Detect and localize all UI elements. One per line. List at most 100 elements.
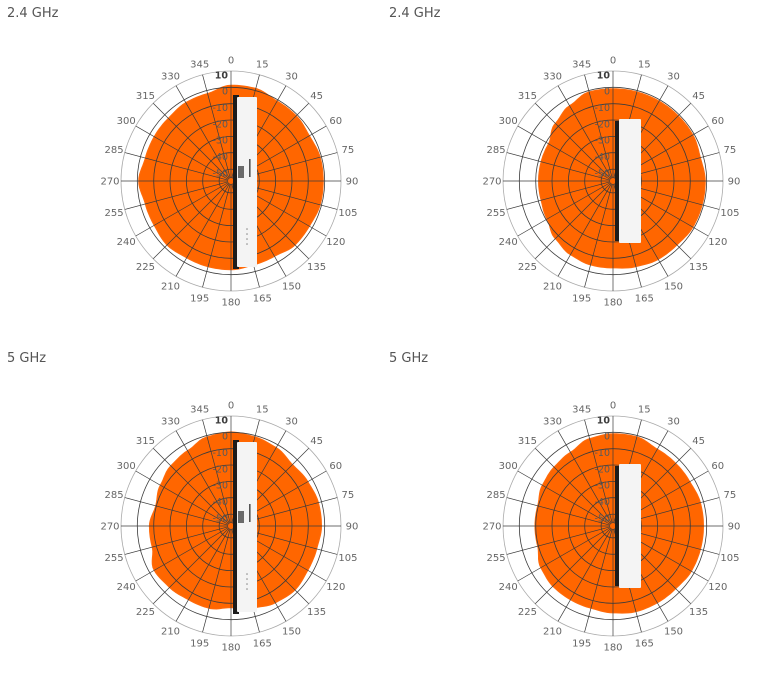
angle-tick-label: 285: [487, 145, 506, 156]
grid-spoke: [135, 182, 229, 237]
grid-spoke: [506, 181, 611, 210]
device-body: [619, 464, 641, 588]
angle-tick-label: 180: [603, 643, 622, 654]
angle-tick-label: 105: [720, 553, 739, 564]
angle-tick-label: 0: [228, 401, 234, 412]
angle-tick-label: 165: [635, 293, 654, 304]
angle-tick-label: 45: [310, 91, 323, 102]
grid-spoke: [517, 527, 611, 582]
ring-value-label: -10: [212, 448, 228, 459]
angle-tick-label: 75: [342, 490, 355, 501]
angle-tick-label: 345: [572, 405, 591, 416]
device-body: [619, 119, 641, 243]
angle-tick-label: 315: [136, 91, 155, 102]
angle-tick-label: 195: [572, 293, 591, 304]
angle-tick-label: 285: [105, 145, 124, 156]
angle-tick-label: 255: [105, 208, 124, 219]
angle-tick-label: 255: [105, 553, 124, 564]
angle-tick-label: 345: [572, 60, 591, 71]
chart-title: 2.4 GHz: [7, 6, 59, 21]
angle-tick-label: 75: [342, 145, 355, 156]
angle-tick-label: 315: [518, 436, 537, 447]
ring-value-label: 10: [215, 415, 229, 426]
ring-value-label: 0: [604, 432, 610, 443]
angle-tick-label: 0: [228, 56, 234, 67]
device-edge: [615, 466, 620, 586]
angle-tick-label: 165: [253, 293, 272, 304]
polar-chart-5ghz-azimuth: 5 GHz 0 15 30 45 60 75 90 105 120 135 150 165 180 195…: [0, 345, 382, 687]
polar-plot: 0 15 30 45 60 75 90 105 120 135 150 165 180 195 210 225…: [100, 56, 358, 309]
angle-tick-label: 0: [610, 56, 616, 67]
access-point-device-icon: [615, 119, 641, 243]
grid-spoke: [124, 181, 229, 210]
angle-tick-label: 45: [692, 436, 705, 447]
ring-value-label: -30: [212, 136, 228, 147]
angle-tick-label: 120: [708, 582, 727, 593]
angle-tick-label: 255: [487, 208, 506, 219]
angle-tick-label: 150: [664, 626, 683, 637]
angle-tick-label: 30: [667, 417, 680, 428]
angle-tick-label: 165: [635, 638, 654, 649]
grid-spoke: [584, 419, 613, 524]
grid-spoke: [175, 430, 230, 524]
device-led: [246, 243, 248, 245]
device-led: [246, 238, 248, 240]
ring-value-label: -50: [594, 168, 610, 179]
angle-tick-label: 105: [720, 208, 739, 219]
angle-tick-label: 300: [117, 461, 136, 472]
ring-value-label: -40: [594, 497, 610, 508]
grid-spoke: [557, 183, 612, 277]
device-slot: [249, 504, 251, 522]
angle-tick-label: 15: [256, 60, 269, 71]
angle-tick-label: 15: [256, 405, 269, 416]
device-edge: [233, 95, 239, 269]
device-led: [246, 228, 248, 230]
grid-spoke: [135, 527, 229, 582]
angle-tick-label: 90: [728, 522, 741, 533]
grid-spoke: [584, 528, 613, 633]
angle-tick-label: 300: [117, 116, 136, 127]
ring-value-label: -30: [594, 136, 610, 147]
grid-spoke: [517, 470, 611, 525]
grid-spoke: [202, 528, 231, 633]
angle-tick-label: 135: [689, 262, 708, 273]
angle-tick-label: 210: [161, 626, 180, 637]
grid-spoke: [557, 430, 612, 524]
grid-spoke: [506, 526, 611, 555]
angle-tick-label: 60: [711, 116, 724, 127]
grid-spoke: [202, 74, 231, 179]
angle-tick-label: 195: [190, 293, 209, 304]
ring-value-label: 10: [597, 70, 611, 81]
angle-tick-label: 330: [543, 417, 562, 428]
ring-value-label: 0: [604, 87, 610, 98]
ring-value-label: -50: [212, 513, 228, 524]
ring-value-label: 0: [222, 87, 228, 98]
angle-tick-label: 270: [100, 177, 119, 188]
angle-tick-label: 90: [346, 522, 359, 533]
angle-tick-label: 240: [499, 237, 518, 248]
angle-tick-label: 195: [572, 638, 591, 649]
device-led: [246, 588, 248, 590]
device-led: [246, 573, 248, 575]
grid-spoke: [557, 528, 612, 622]
grid-spoke: [175, 528, 230, 622]
ring-value-label: -30: [212, 481, 228, 492]
angle-tick-label: 180: [221, 298, 240, 309]
angle-tick-label: 60: [329, 116, 342, 127]
ring-value-label: -30: [594, 481, 610, 492]
access-point-device-icon: [233, 440, 257, 614]
device-slot: [249, 159, 251, 177]
angle-tick-label: 30: [667, 72, 680, 83]
ring-value-label: -50: [212, 168, 228, 179]
access-point-device-icon: [615, 464, 641, 588]
angle-tick-label: 240: [117, 237, 136, 248]
ring-value-label: -10: [594, 448, 610, 459]
grid-spoke: [135, 470, 229, 525]
angle-tick-label: 150: [282, 281, 301, 292]
angle-tick-label: 270: [482, 522, 501, 533]
angle-tick-label: 300: [499, 461, 518, 472]
access-point-device-icon: [233, 95, 257, 269]
grid-spoke: [584, 74, 613, 179]
angle-tick-label: 210: [543, 626, 562, 637]
angle-tick-label: 0: [610, 401, 616, 412]
